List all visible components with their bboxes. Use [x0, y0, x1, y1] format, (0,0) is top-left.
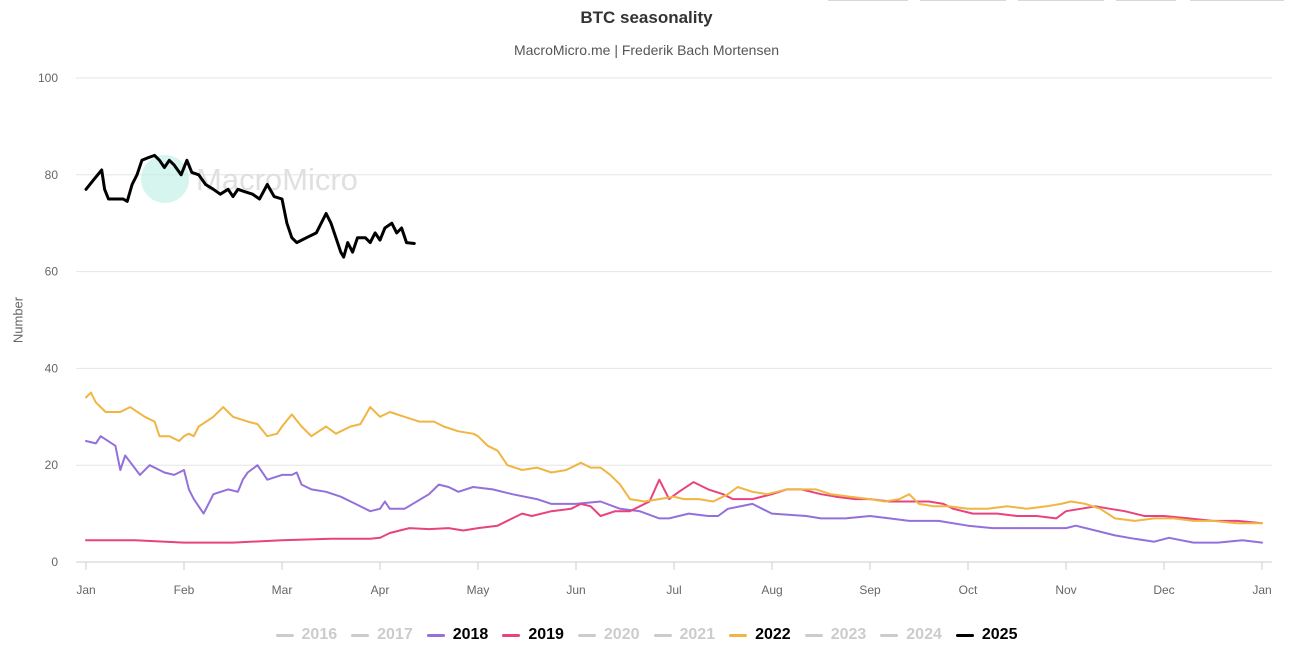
series-lines	[84, 153, 1263, 544]
series-line-2022	[85, 391, 1263, 525]
top-tab-5[interactable]	[1190, 0, 1284, 1]
x-axis: Jan Feb Mar Apr May Jun Jul Aug Sep Oct Nov Dec Jan	[76, 562, 1272, 597]
y-axis: 0 20 40 60 80 100	[38, 71, 58, 569]
y-tick-label: 60	[45, 265, 59, 279]
x-tick-label: Nov	[1055, 583, 1076, 597]
watermark-logo-icon	[141, 155, 189, 203]
legend-swatch-icon	[577, 633, 596, 637]
legend-label: 2023	[830, 626, 867, 643]
legend-item-2017[interactable]: 2017	[351, 626, 413, 644]
legend-item-2025[interactable]: 2025	[955, 626, 1018, 644]
legend-swatch-icon	[351, 633, 370, 637]
legend-item-2022[interactable]: 2022	[729, 626, 791, 644]
legend-swatch-icon	[729, 633, 748, 637]
series-line-2019	[85, 478, 1263, 544]
y-tick-label: 80	[45, 168, 59, 182]
legend-item-2023[interactable]: 2023	[804, 626, 867, 644]
top-tab-3[interactable]	[1018, 0, 1104, 1]
legend-swatch-icon	[880, 633, 899, 637]
legend-label: 2021	[679, 626, 716, 643]
legend-label: 2025	[981, 626, 1018, 643]
x-tick-label: Apr	[371, 583, 390, 597]
top-tab-1[interactable]	[828, 0, 908, 1]
x-tick-label: Sep	[859, 583, 881, 597]
series-line-2025	[84, 153, 416, 259]
y-tick-label: 40	[45, 361, 59, 375]
legend-swatch-icon	[426, 633, 445, 637]
top-tab-2[interactable]	[920, 0, 1006, 1]
legend-label: 2024	[906, 626, 942, 643]
y-tick-label: 100	[38, 71, 58, 85]
legend-item-2018[interactable]: 2018	[426, 626, 489, 644]
x-tick-label: Jul	[666, 583, 681, 597]
legend-label: 2022	[755, 626, 791, 643]
legend-swatch-icon	[653, 633, 672, 637]
x-tick-label: Jan	[76, 583, 95, 597]
x-tick-label: Jan	[1252, 583, 1271, 597]
legend-item-2024[interactable]: 2024	[880, 626, 942, 644]
legend-swatch-icon	[804, 633, 823, 637]
legend-label: 2018	[452, 626, 489, 643]
legend-label: 2016	[301, 626, 338, 643]
y-tick-label: 20	[45, 458, 59, 472]
legend-label: 2020	[603, 626, 640, 643]
legend-label: 2017	[377, 626, 413, 643]
x-tick-label: Jun	[566, 583, 585, 597]
legend-item-2016[interactable]: 2016	[275, 626, 338, 644]
legend-item-2019[interactable]: 2019	[502, 626, 564, 644]
legend-swatch-icon	[502, 633, 521, 637]
x-tick-label: Aug	[761, 583, 782, 597]
y-tick-label: 0	[51, 555, 58, 569]
gridlines	[76, 77, 1272, 563]
top-tab-4[interactable]	[1116, 0, 1176, 1]
watermark-text: MacroMicro	[196, 162, 358, 197]
x-tick-label: Mar	[272, 583, 293, 597]
x-tick-label: May	[467, 583, 490, 597]
x-tick-label: Feb	[174, 583, 195, 597]
legend-item-2021[interactable]: 2021	[653, 626, 716, 644]
x-tick-label: Dec	[1153, 583, 1174, 597]
chart-title: BTC seasonality	[580, 8, 713, 27]
x-tick-label: Oct	[959, 583, 978, 597]
series-line-2018	[85, 435, 1263, 544]
legend-item-2020[interactable]: 2020	[577, 626, 640, 644]
legend-swatch-icon	[275, 633, 294, 637]
chart-subtitle: MacroMicro.me | Frederik Bach Mortensen	[513, 42, 780, 58]
legend-label: 2019	[528, 626, 564, 643]
legend: 2016 2017 2018 2019 2020 2021 2022 2023 2024 2025	[0, 622, 1293, 648]
watermark: MacroMicro	[141, 155, 358, 203]
legend-swatch-icon	[955, 633, 974, 637]
